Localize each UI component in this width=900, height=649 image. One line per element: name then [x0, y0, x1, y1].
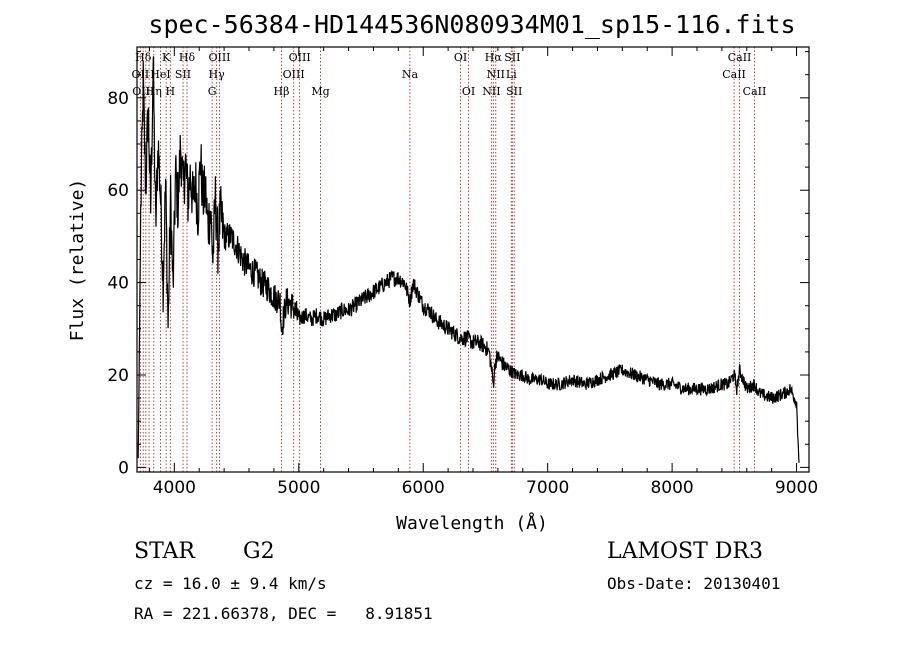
- line-label: HeI: [150, 68, 170, 81]
- object-subclass: G2: [243, 539, 275, 564]
- line-label: OIII: [283, 68, 305, 81]
- line-label: H: [166, 85, 176, 98]
- obs-date: Obs-Date: 20130401: [607, 574, 781, 593]
- line-label: CaII: [743, 85, 767, 98]
- y-tick-label: 80: [107, 89, 129, 109]
- spectrum-line: [137, 56, 800, 463]
- x-tick-label: 6000: [402, 478, 445, 498]
- line-label: CaII: [728, 51, 752, 64]
- survey-name: LAMOST DR3: [607, 539, 763, 564]
- line-label: Mg: [311, 85, 329, 98]
- line-label: NII: [487, 68, 505, 81]
- line-label: SII: [504, 51, 520, 64]
- y-tick-label: 60: [107, 181, 129, 201]
- line-label: Hδ: [179, 51, 196, 64]
- redshift-readout: cz = 16.0 ± 9.4 km/s: [134, 574, 327, 593]
- x-tick-label: 5000: [277, 478, 320, 498]
- y-axis-label: Flux (relative): [67, 179, 88, 342]
- line-label: Hδ: [135, 51, 152, 64]
- x-axis-label: Wavelength (Å): [396, 512, 548, 534]
- line-label: Li: [506, 68, 517, 81]
- chart-title: spec-56384-HD144536N080934M01_sp15-116.f…: [148, 10, 795, 39]
- x-tick-label: 4000: [153, 478, 196, 498]
- line-label: Hγ: [209, 68, 226, 81]
- x-tick-label: 8000: [650, 478, 693, 498]
- marker-lines: [139, 47, 755, 472]
- line-label: OI: [454, 51, 467, 64]
- y-tick-label: 0: [118, 458, 129, 478]
- x-axis: 4000 5000 6000 7000 8000 9000: [148, 47, 818, 498]
- line-label: SII: [506, 85, 522, 98]
- coordinates: RA = 221.66378, DEC = 8.91851: [134, 604, 433, 623]
- line-label: CaII: [722, 68, 746, 81]
- line-label: OIII: [289, 51, 311, 64]
- line-label: Na: [402, 68, 419, 81]
- y-tick-label: 20: [107, 366, 129, 386]
- line-label: NII: [482, 85, 500, 98]
- x-tick-label: 7000: [526, 478, 569, 498]
- object-class: STAR: [134, 539, 195, 564]
- y-tick-label: 40: [107, 274, 129, 294]
- line-label: OIII: [208, 51, 230, 64]
- x-tick-label: 9000: [775, 478, 818, 498]
- line-label: OI: [462, 85, 475, 98]
- line-label: K: [162, 51, 171, 64]
- y-axis: 0 20 40 60 80: [107, 51, 809, 478]
- line-label: SII: [175, 68, 191, 81]
- line-label: G: [208, 85, 217, 98]
- line-label: Hα: [485, 51, 503, 64]
- line-label: Hβ: [274, 85, 290, 98]
